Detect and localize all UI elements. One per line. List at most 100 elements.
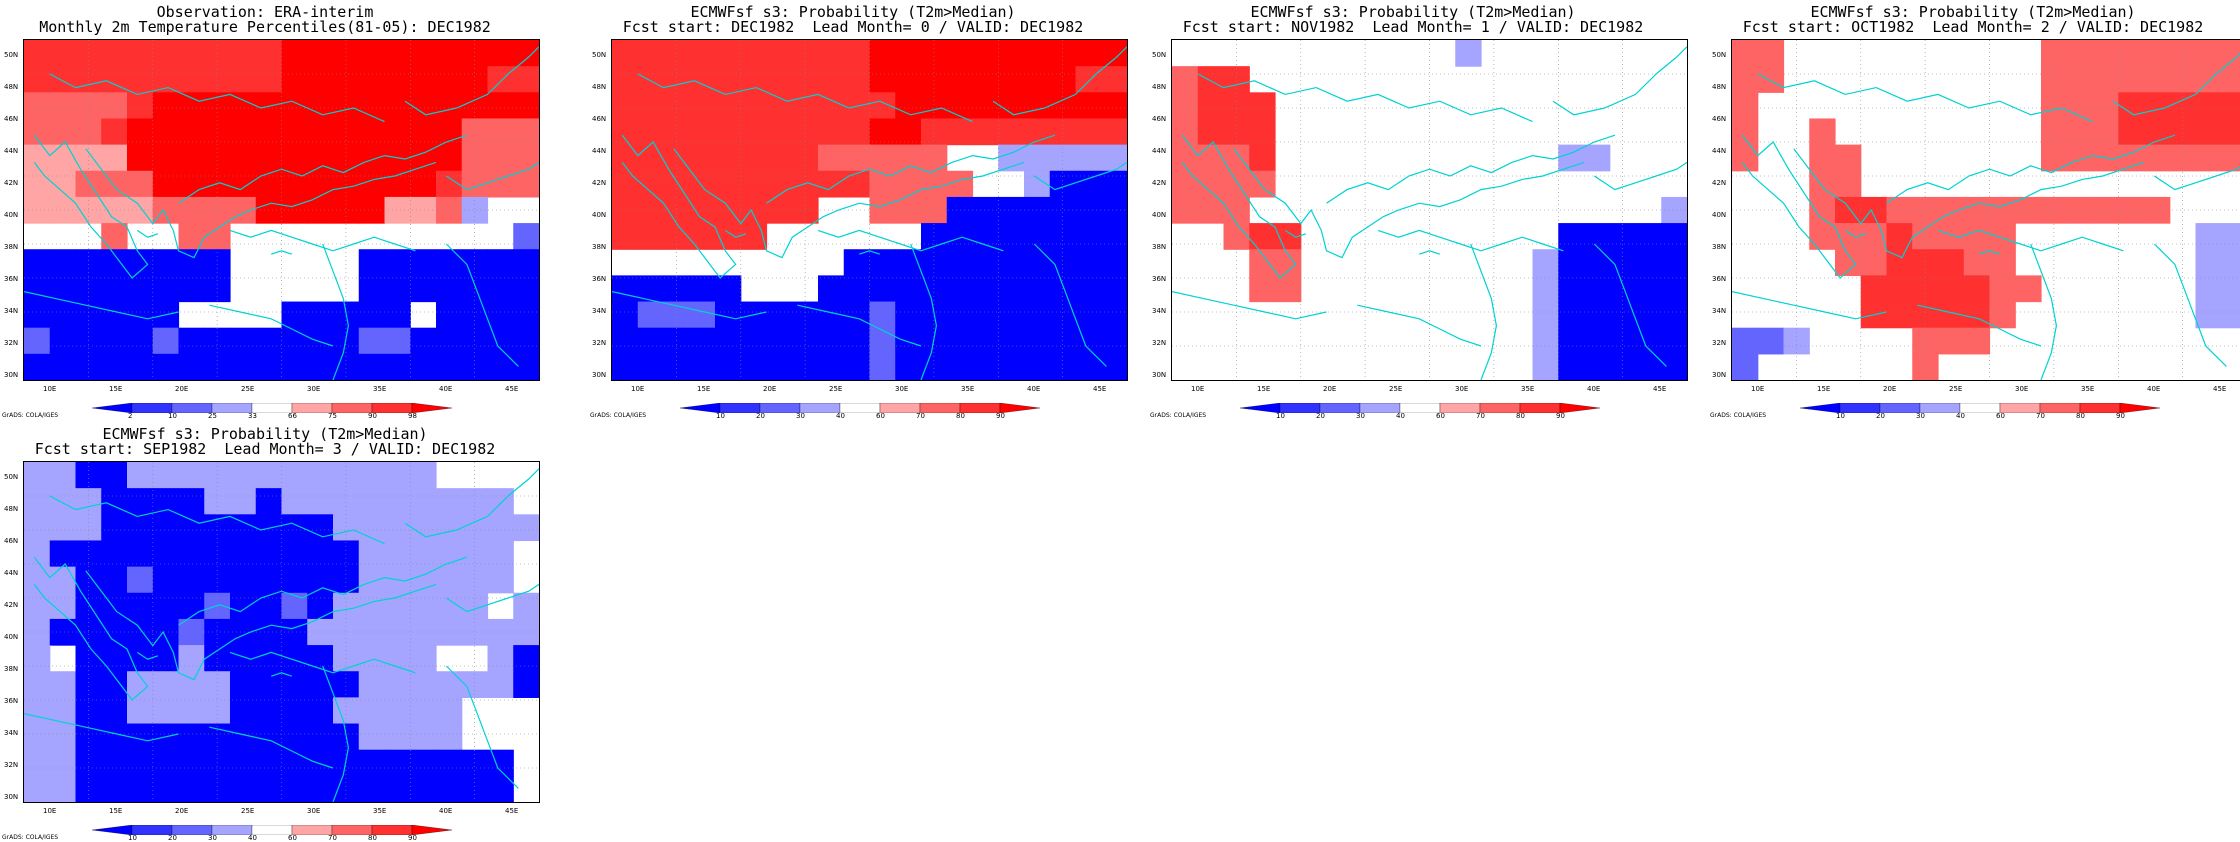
lon-tick-label: 25E xyxy=(829,385,843,393)
grid-cell xyxy=(230,592,257,620)
grid-cell xyxy=(152,353,180,380)
lat-tick-label: 48N xyxy=(1712,83,1727,91)
grid-cell xyxy=(461,749,489,777)
grid-cell xyxy=(792,144,819,172)
grid-cell xyxy=(2118,92,2145,120)
lat-tick-label: 44N xyxy=(1712,147,1727,155)
grid-cell xyxy=(461,327,489,355)
grid-cell xyxy=(152,92,180,120)
coastline xyxy=(612,291,767,320)
grid-cell xyxy=(178,144,205,172)
grid-cell xyxy=(1584,144,1611,172)
grid-cell xyxy=(2169,92,2197,120)
grid-cell xyxy=(307,92,334,120)
grid-cell xyxy=(998,40,1025,67)
grid-cell xyxy=(436,196,463,224)
grid-cell xyxy=(513,275,539,303)
grid-cell xyxy=(869,275,896,303)
grid-cell xyxy=(766,92,793,120)
grid-cell xyxy=(946,301,974,329)
coastline xyxy=(1593,243,1667,367)
map-svg xyxy=(24,462,539,802)
grid-cell xyxy=(869,144,896,172)
grid-cell xyxy=(843,353,871,380)
grid-cell xyxy=(740,327,768,355)
grid-cell xyxy=(436,327,463,355)
grid-cell xyxy=(230,462,257,489)
grid-cell xyxy=(637,353,665,380)
grid-cell xyxy=(75,671,102,698)
grid-cell xyxy=(513,118,539,146)
grid-cell xyxy=(204,775,231,802)
lat-tick-label: 40N xyxy=(1152,211,1167,219)
grid-cell xyxy=(307,170,334,198)
grid-cell xyxy=(281,488,308,515)
grid-cell xyxy=(333,540,360,568)
map-panel: ECMWFsf s3: Probability (T2m>Median) Fcst… xyxy=(1708,0,2240,420)
grid-cell xyxy=(663,118,690,146)
grid-cell xyxy=(1912,249,1939,276)
grid-cell xyxy=(2144,144,2171,172)
grid-cell xyxy=(410,749,437,777)
grid-cell xyxy=(24,462,51,489)
grid-cell xyxy=(436,301,463,329)
grid-cell xyxy=(410,40,437,67)
grid-cell xyxy=(487,645,514,672)
lon-tick-label: 40E xyxy=(2147,385,2161,393)
grid-cell xyxy=(766,66,793,93)
grid-cell xyxy=(358,671,386,698)
grid-cell xyxy=(1732,40,1759,67)
coastline xyxy=(178,134,468,204)
grid-cell xyxy=(461,118,489,146)
lat-tick-label: 32N xyxy=(1152,339,1167,347)
grid-cell xyxy=(410,514,437,542)
grid-cell xyxy=(487,488,514,515)
grid-cell xyxy=(843,40,871,67)
grid-cell xyxy=(24,353,51,380)
lat-tick-label: 44N xyxy=(4,147,19,155)
grid-cell xyxy=(2221,66,2240,93)
grid-cell xyxy=(637,66,665,93)
grid-cell xyxy=(410,592,437,620)
grid-cell xyxy=(766,118,793,146)
grid-cell xyxy=(1024,223,1051,250)
grid-cell xyxy=(1609,275,1637,303)
grid-cell xyxy=(204,275,231,303)
coastline xyxy=(1326,134,1616,204)
grid-cell xyxy=(1197,66,1225,93)
grid-cell xyxy=(436,66,463,93)
grid-cell xyxy=(49,249,77,276)
grid-cell xyxy=(384,697,411,725)
lon-tick-label: 10E xyxy=(631,385,645,393)
lon-tick-label: 45E xyxy=(505,385,519,393)
grid-cell xyxy=(152,488,180,515)
grid-cell xyxy=(487,144,514,172)
lat-tick-label: 50N xyxy=(592,51,607,59)
grid-cell xyxy=(127,566,154,594)
grid-cell xyxy=(24,749,51,777)
grid-cell xyxy=(281,118,308,146)
grid-cell xyxy=(410,353,437,380)
lon-tick-label: 30E xyxy=(2015,385,2029,393)
grid-cell xyxy=(255,66,283,93)
colorbar-segment xyxy=(1519,403,1561,413)
grid-cell xyxy=(1783,327,1810,355)
lat-tick-label: 38N xyxy=(1152,243,1167,251)
grid-cell xyxy=(436,618,463,646)
colorbar-label: 25 xyxy=(208,412,217,420)
lat-tick-label: 50N xyxy=(4,473,19,481)
coastline xyxy=(1593,161,1687,191)
grid-cell xyxy=(2221,40,2240,67)
map-plot-area xyxy=(1171,39,1688,381)
coastline xyxy=(1419,250,1440,255)
grid-cell xyxy=(24,775,51,802)
grid-cell xyxy=(2195,40,2222,67)
grid-cell xyxy=(101,775,128,802)
grid-cell xyxy=(178,775,205,802)
coastline xyxy=(2112,52,2240,116)
grid-cell xyxy=(487,540,514,568)
grid-cell xyxy=(127,540,154,568)
grid-cell xyxy=(1024,249,1051,276)
grid-cell xyxy=(487,327,514,355)
grid-cell xyxy=(740,170,768,198)
